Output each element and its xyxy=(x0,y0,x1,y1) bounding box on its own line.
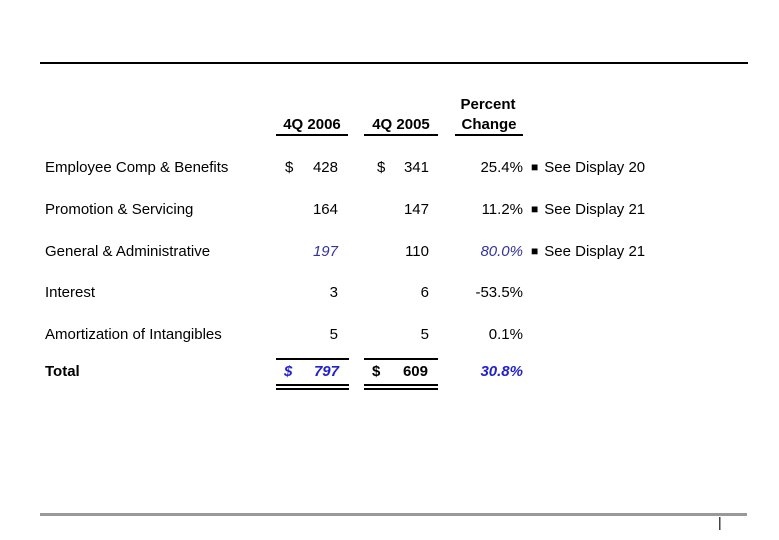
note-text: See Display 20 xyxy=(544,159,646,176)
percent-change-value: 0.1% xyxy=(488,326,523,343)
column-header-4q2005: 4Q 2005 xyxy=(364,115,438,136)
row-label: Promotion & Servicing xyxy=(45,201,194,218)
see-display-note: ■ See Display 21 xyxy=(531,200,645,219)
total-value-box-4q2006: $ 797 xyxy=(276,358,349,390)
value-4q2006: 3 xyxy=(329,284,338,301)
square-bullet-icon: ■ xyxy=(531,160,539,174)
total-percent-change-value: 30.8% xyxy=(480,363,523,380)
row-label: Interest xyxy=(45,284,96,301)
value-4q2005: 147 xyxy=(403,201,429,218)
value-4q2006: 5 xyxy=(329,326,338,343)
value-4q2006-highlighted: 197 xyxy=(312,243,338,260)
row-label: Amortization of Intangibles xyxy=(45,326,222,343)
currency-symbol: $ xyxy=(285,159,294,176)
value-4q2005: 110 xyxy=(405,243,429,260)
percent-change-value: 25.4% xyxy=(480,159,523,176)
value-4q2006: 428 xyxy=(312,159,338,176)
note-text: See Display 21 xyxy=(544,201,646,218)
value-4q2005: 341 xyxy=(403,159,429,176)
currency-symbol: $ xyxy=(372,363,381,380)
square-bullet-icon: ■ xyxy=(531,244,539,258)
currency-symbol: $ xyxy=(377,159,386,176)
percent-change-value-highlighted: 80.0% xyxy=(480,243,523,260)
column-header-4q2006: 4Q 2006 xyxy=(276,115,348,136)
column-header-percent-line1: Percent xyxy=(460,96,516,113)
percent-change-value: -53.5% xyxy=(475,284,523,301)
square-bullet-icon: ■ xyxy=(531,202,539,216)
see-display-note: ■ See Display 21 xyxy=(531,242,645,261)
top-rule xyxy=(40,62,748,64)
total-value-4q2006: 797 xyxy=(313,363,339,380)
value-4q2005: 5 xyxy=(420,326,429,343)
see-display-note: ■ See Display 20 xyxy=(531,158,645,177)
column-header-percent-line2: Change xyxy=(455,115,523,136)
percent-change-value: 11.2% xyxy=(481,201,523,218)
total-value-4q2005: 609 xyxy=(402,363,428,380)
value-4q2006: 164 xyxy=(312,201,338,218)
note-text: See Display 21 xyxy=(544,243,646,260)
total-label: Total xyxy=(45,363,80,380)
value-4q2005: 6 xyxy=(420,284,429,301)
currency-symbol: $ xyxy=(284,363,293,380)
row-label: Employee Comp & Benefits xyxy=(45,159,229,176)
bottom-rule xyxy=(40,513,747,516)
page-number-marker: | xyxy=(718,514,722,530)
total-value-box-4q2005: $ 609 xyxy=(364,358,438,390)
row-label: General & Administrative xyxy=(45,243,211,260)
